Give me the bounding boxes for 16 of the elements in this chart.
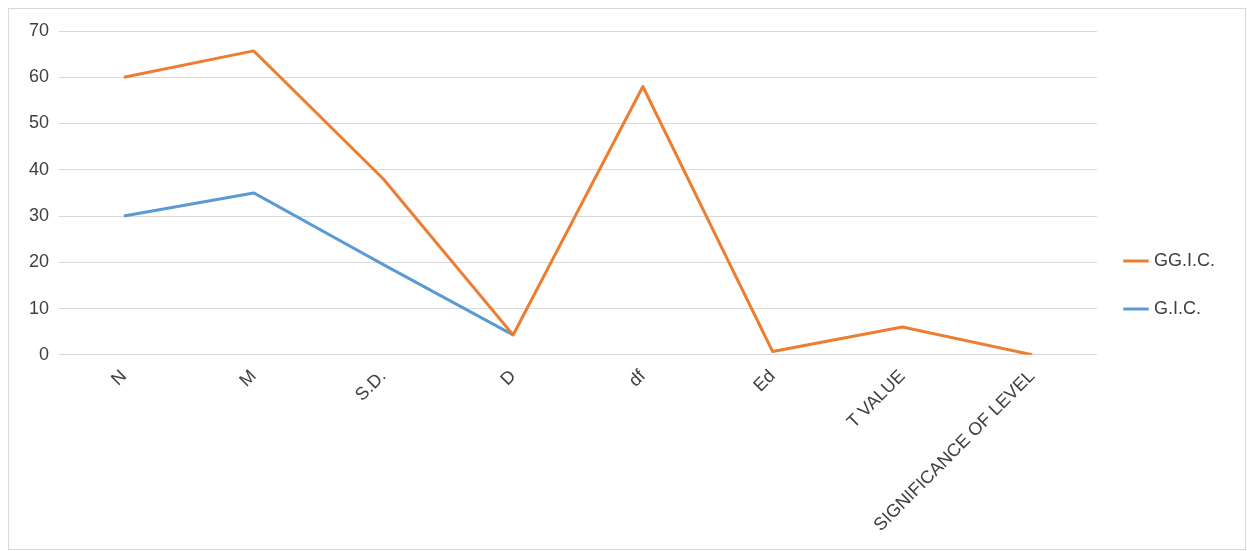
y-tick-label: 70 (28, 19, 50, 40)
x-tick-label: M (235, 365, 260, 391)
x-tick-label: Ed (749, 365, 779, 396)
y-tick-label: 20 (28, 251, 50, 272)
x-tick-label: N (106, 365, 131, 390)
x-tick-label: df (624, 364, 650, 391)
y-tick-label: 0 (39, 343, 50, 364)
y-tick-label: 30 (28, 205, 50, 226)
y-tick-label: 40 (28, 158, 50, 179)
y-tick-label: 60 (28, 66, 50, 87)
y-tick-label: 10 (28, 297, 50, 318)
y-tick-label: 50 (28, 112, 50, 133)
legend-label: GG.I.C. (1154, 249, 1216, 270)
x-tick-label: S.D. (350, 365, 390, 405)
legend-label: G.I.C. (1154, 297, 1202, 318)
x-tick-label: D (496, 365, 520, 390)
